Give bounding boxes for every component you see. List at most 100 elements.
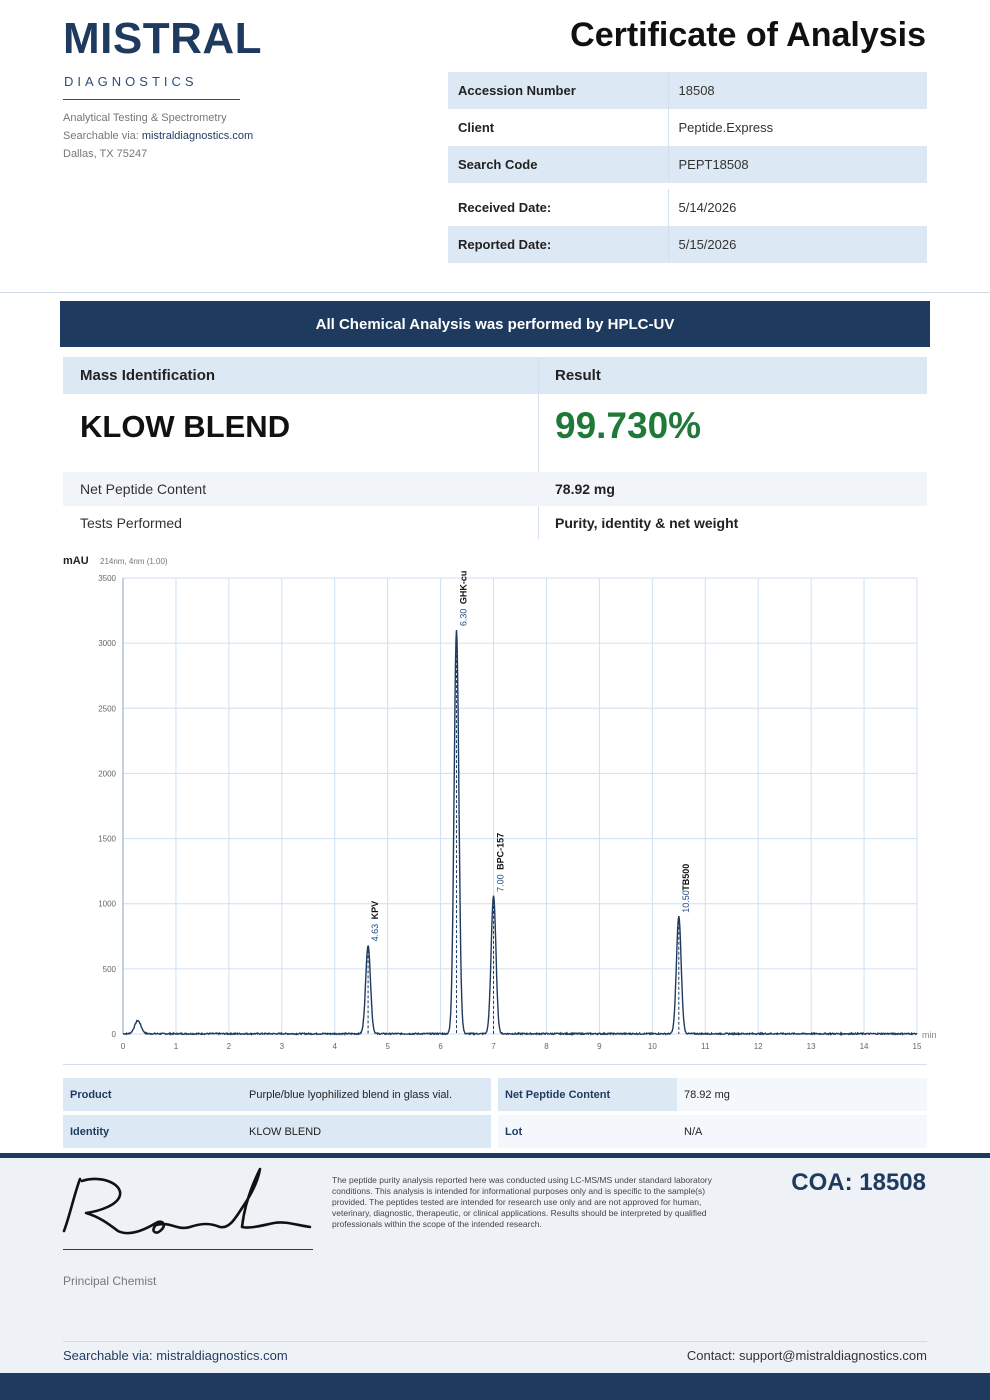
info-row-client: Client Peptide.Express <box>448 109 927 146</box>
signer-title: Principal Chemist <box>63 1274 157 1288</box>
info-label: Search Code <box>448 146 668 183</box>
lot-label: Lot <box>498 1115 677 1148</box>
product-value: Purple/blue lyophilized blend in glass v… <box>242 1078 491 1111</box>
info-value: 5/14/2026 <box>667 189 927 226</box>
y-tick-label: 1500 <box>98 835 116 844</box>
x-tick-label: 13 <box>807 1042 816 1051</box>
sample-info-table: Accession Number 18508 Client Peptide.Ex… <box>448 72 927 263</box>
x-tick-label: 1 <box>174 1042 179 1051</box>
npc-value: 78.92 mg <box>677 1078 927 1111</box>
y-tick-label: 500 <box>103 965 117 974</box>
y-axis-label: mAU <box>63 555 89 567</box>
peak-label: 4.63 KPV <box>370 901 380 942</box>
info-value: PEPT18508 <box>667 146 927 183</box>
document-title: Certificate of Analysis <box>570 16 926 54</box>
x-tick-label: 15 <box>913 1042 922 1051</box>
chart-subtitle: 214nm, 4nm (1.00) <box>100 557 168 566</box>
logo-underline <box>63 99 240 100</box>
peak-retention-time: 6.30 <box>458 609 468 627</box>
method-banner: All Chemical Analysis was performed by H… <box>60 301 930 347</box>
footer: Principal Chemist The peptide purity ana… <box>0 1153 990 1400</box>
peak-label: 7.00 BPC-157 <box>496 833 506 892</box>
x-tick-label: 12 <box>754 1042 763 1051</box>
results-column-separator <box>538 357 539 539</box>
info-row-search-code: Search Code PEPT18508 <box>448 146 927 183</box>
header-divider <box>0 292 990 293</box>
y-tick-label: 3000 <box>98 639 116 648</box>
coa-number: COA: 18508 <box>791 1169 926 1196</box>
y-tick-label: 2000 <box>98 769 116 778</box>
result-header: Result <box>555 367 601 384</box>
peak-label: 6.30 GHK-cu <box>458 571 468 627</box>
tests-performed-value: Purity, identity & net weight <box>555 515 739 531</box>
info-spacer <box>448 183 927 189</box>
footer-top-bar <box>0 1153 990 1158</box>
lot-value: N/A <box>677 1115 927 1148</box>
info-label: Received Date: <box>458 200 552 215</box>
lab-searchable-prefix: Searchable via: <box>63 130 142 142</box>
identity-value: KLOW BLEND <box>242 1115 491 1148</box>
lab-tagline: Analytical Testing & Spectrometry <box>63 112 227 124</box>
footer-searchable-link[interactable]: Searchable via: mistraldiagnostics.com <box>63 1348 288 1363</box>
info-label: Accession Number <box>448 72 668 109</box>
y-tick-label: 2500 <box>98 704 116 713</box>
lab-address: Dallas, TX 75247 <box>63 148 148 160</box>
identity-label: Identity <box>63 1115 242 1148</box>
lab-website-link[interactable]: mistraldiagnostics.com <box>141 130 254 142</box>
lab-logo-name: MISTRAL <box>63 14 263 63</box>
x-tick-label: 6 <box>438 1042 443 1051</box>
x-tick-label: 5 <box>385 1042 390 1051</box>
hplc-chromatogram: mAU 214nm, 4nm (1.00) min 0 1 2 3 4 5 6 7 8 9 10 11… <box>63 555 937 1051</box>
x-tick-label: 14 <box>860 1042 869 1051</box>
lab-logo-subtitle: DIAGNOSTICS <box>64 74 198 89</box>
peak-retention-time: 4.63 <box>370 924 380 942</box>
info-row-accession: Accession Number 18508 <box>448 72 927 109</box>
footer-divider <box>63 1341 927 1342</box>
info-row-reported: Reported Date: 5/15/2026 <box>448 226 927 263</box>
y-tick-label: 1000 <box>98 900 116 909</box>
x-tick-label: 4 <box>333 1042 338 1051</box>
tests-performed-label: Tests Performed <box>80 515 182 531</box>
signature-line <box>63 1249 313 1250</box>
info-label: Client <box>458 120 495 135</box>
footer-contact[interactable]: Contact: support@mistraldiagnostics.com <box>686 1348 927 1363</box>
signature-image <box>62 1167 312 1235</box>
info-label: Reported Date: <box>448 226 668 263</box>
x-tick-label: 11 <box>701 1042 710 1051</box>
purity-result: 99.730% <box>555 405 702 446</box>
chart-bottom-rule <box>63 1064 927 1065</box>
y-tick-label: 0 <box>112 1030 117 1039</box>
x-tick-label: 3 <box>280 1042 285 1051</box>
peak-name: KPV <box>370 901 380 920</box>
info-value: 5/15/2026 <box>667 226 927 263</box>
lab-info: Analytical Testing & Spectrometry Search… <box>63 109 253 163</box>
x-tick-label: 8 <box>544 1042 549 1051</box>
npc-label: Net Peptide Content <box>498 1078 677 1111</box>
peak-retention-time: 10.50 <box>681 890 691 913</box>
chromatogram-trace <box>122 629 918 1037</box>
net-peptide-content-value: 78.92 mg <box>555 481 615 497</box>
peak-name: GHK-cu <box>458 571 468 605</box>
info-row-received: Received Date: 5/14/2026 <box>448 189 927 226</box>
y-tick-label: 3500 <box>98 574 116 583</box>
x-axis-unit: min <box>922 1030 937 1040</box>
x-tick-label: 7 <box>491 1042 496 1051</box>
analyte-name: KLOW BLEND <box>80 409 291 444</box>
lab-searchable: Searchable via: mistraldiagnostics.com <box>63 127 253 145</box>
tests-performed-row: Tests Performed Purity, identity & net w… <box>63 506 927 540</box>
disclaimer-text: The peptide purity analysis reported her… <box>332 1175 712 1229</box>
mass-identification-header: Mass Identification <box>80 367 216 384</box>
net-peptide-content-label: Net Peptide Content <box>80 481 207 497</box>
info-value: 18508 <box>667 72 927 109</box>
bottom-bar <box>0 1373 990 1400</box>
x-tick-label: 10 <box>648 1042 657 1051</box>
x-tick-label: 0 <box>121 1042 126 1051</box>
peak-name: BPC-157 <box>496 833 506 870</box>
results-header: Mass Identification Result <box>63 357 927 394</box>
product-label: Product <box>63 1078 242 1111</box>
peak-retention-time: 7.00 <box>496 874 506 892</box>
info-value: Peptide.Express <box>667 109 927 146</box>
net-peptide-content-row: Net Peptide Content 78.92 mg <box>63 472 927 506</box>
x-tick-label: 9 <box>597 1042 602 1051</box>
